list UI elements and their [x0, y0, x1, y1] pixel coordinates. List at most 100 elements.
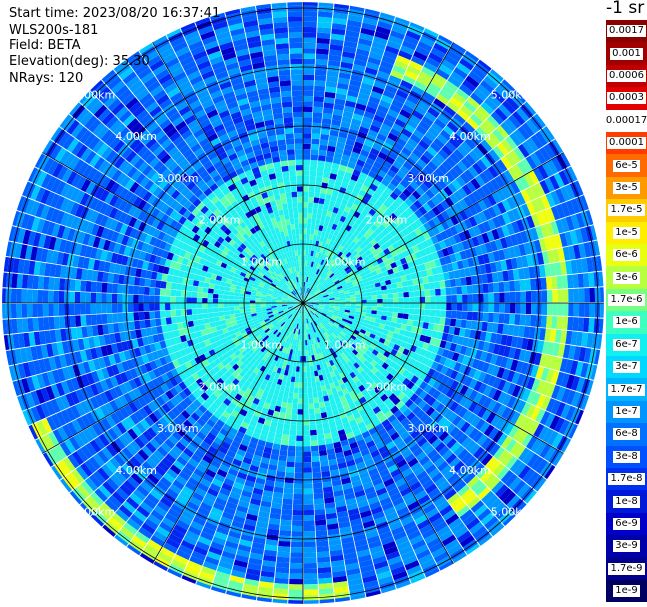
ppi-gate-cell	[387, 303, 394, 308]
ppi-gate-cell	[313, 482, 323, 489]
ppi-gate-cell	[382, 369, 390, 378]
ppi-gate-cell	[472, 303, 479, 312]
ppi-gate-cell	[540, 224, 549, 238]
ppi-gate-cell	[498, 344, 506, 356]
ppi-gate-cell	[348, 156, 358, 165]
ppi-gate-cell	[455, 88, 470, 101]
ppi-gate-cell	[399, 353, 408, 362]
ppi-gate-cell	[463, 100, 477, 114]
ppi-gate-cell	[361, 299, 367, 303]
ppi-gate-cell	[423, 179, 433, 189]
ppi-gate-cell	[560, 217, 570, 233]
ppi-gate-cell	[313, 301, 319, 303]
ppi-gate-cell	[304, 287, 307, 293]
ppi-gate-cell	[329, 265, 335, 272]
ppi-gate-cell	[331, 286, 337, 290]
ppi-gate-cell	[375, 156, 385, 165]
ppi-gate-cell	[465, 276, 472, 286]
ppi-gate-cell	[317, 269, 322, 276]
ppi-gate-cell	[552, 289, 558, 303]
ppi-gate-cell	[456, 418, 467, 430]
ppi-gate-cell	[308, 261, 312, 267]
ppi-gate-cell	[421, 328, 428, 336]
ppi-gate-cell	[551, 385, 561, 400]
ppi-gate-cell	[497, 323, 504, 334]
ppi-gate-cell	[303, 287, 305, 293]
ppi-gate-cell	[443, 238, 452, 248]
ppi-gate-cell	[155, 318, 162, 327]
ppi-gate-cell	[400, 341, 408, 349]
ppi-gate-cell	[483, 473, 497, 487]
ppi-gate-cell	[335, 174, 344, 182]
ppi-gate-cell	[310, 159, 318, 166]
ppi-gate-cell	[476, 159, 488, 172]
ppi-gate-cell	[477, 105, 491, 119]
ppi-gate-cell	[303, 2, 318, 7]
ppi-gate-cell	[336, 257, 342, 264]
ppi-gate-cell	[451, 261, 459, 271]
ppi-gate-cell	[316, 48, 329, 55]
ppi-gate-cell	[386, 373, 394, 381]
ppi-gate-cell	[414, 369, 423, 378]
ppi-gate-cell	[438, 240, 447, 250]
ppi-gate-cell	[317, 308, 323, 312]
ppi-gate-cell	[363, 224, 371, 232]
ppi-gate-cell	[317, 21, 332, 29]
ppi-gate-cell	[457, 448, 469, 461]
ppi-gate-cell	[518, 325, 525, 338]
ppi-gate-cell	[333, 218, 340, 226]
ppi-gate-cell	[464, 387, 474, 399]
ppi-gate-cell	[350, 151, 360, 160]
ppi-gate-cell	[370, 46, 385, 56]
ppi-gate-cell	[416, 75, 430, 87]
ppi-gate-cell	[382, 160, 393, 170]
ppi-gate-cell	[432, 274, 440, 282]
ppi-gate-cell	[322, 112, 333, 120]
ppi-gate-cell	[314, 313, 320, 318]
ppi-gate-cell	[286, 461, 295, 468]
ppi-gate-cell	[356, 176, 366, 185]
ppi-gate-cell	[477, 254, 485, 265]
ppi-gate-cell	[326, 150, 335, 158]
ppi-gate-cell	[306, 282, 309, 288]
ppi-gate-cell	[320, 259, 325, 266]
ppi-gate-cell	[492, 145, 505, 159]
ppi-gate-cell	[440, 200, 450, 211]
ppi-gate-cell	[503, 248, 511, 260]
ppi-gate-cell	[497, 449, 510, 463]
ppi-gate-cell	[403, 35, 419, 46]
ppi-gate-cell	[544, 413, 556, 428]
ppi-gate-cell	[317, 230, 323, 237]
ppi-gate-cell	[437, 178, 448, 189]
ppi-gate-cell	[409, 22, 425, 31]
ppi-gate-cell	[467, 227, 477, 238]
ppi-gate-cell	[535, 225, 544, 240]
ppi-gate-cell	[598, 318, 604, 334]
ppi-gate-cell	[310, 261, 314, 268]
ppi-gate-cell	[545, 398, 556, 413]
ppi-gate-cell	[448, 326, 456, 335]
ppi-gate-cell	[508, 280, 516, 292]
ppi-gate-cell	[470, 275, 478, 285]
ppi-gate-cell	[303, 499, 314, 505]
ppi-gate-cell	[349, 5, 365, 12]
ppi-gate-cell	[425, 56, 441, 69]
ppi-gate-cell	[336, 232, 343, 239]
ppi-gate-cell	[500, 334, 508, 346]
ppi-gate-cell	[401, 280, 408, 287]
ppi-gate-cell	[383, 199, 392, 209]
ppi-gate-cell	[298, 387, 303, 394]
ppi-gate-cell	[403, 303, 410, 309]
ppi-gate-cell	[459, 172, 471, 184]
ppi-gate-cell	[423, 164, 435, 175]
ppi-gate-cell	[325, 276, 331, 282]
ppi-gate-cell	[399, 179, 410, 189]
ppi-gate-cell	[323, 298, 330, 301]
ppi-gate-cell	[321, 470, 331, 478]
ppi-gate-cell	[450, 286, 457, 295]
ppi-gate-cell	[477, 293, 484, 303]
ppi-gate-cell	[288, 392, 294, 399]
ppi-gate-cell	[550, 205, 561, 221]
ppi-gate-cell	[366, 228, 375, 236]
ppi-gate-cell	[518, 465, 531, 480]
